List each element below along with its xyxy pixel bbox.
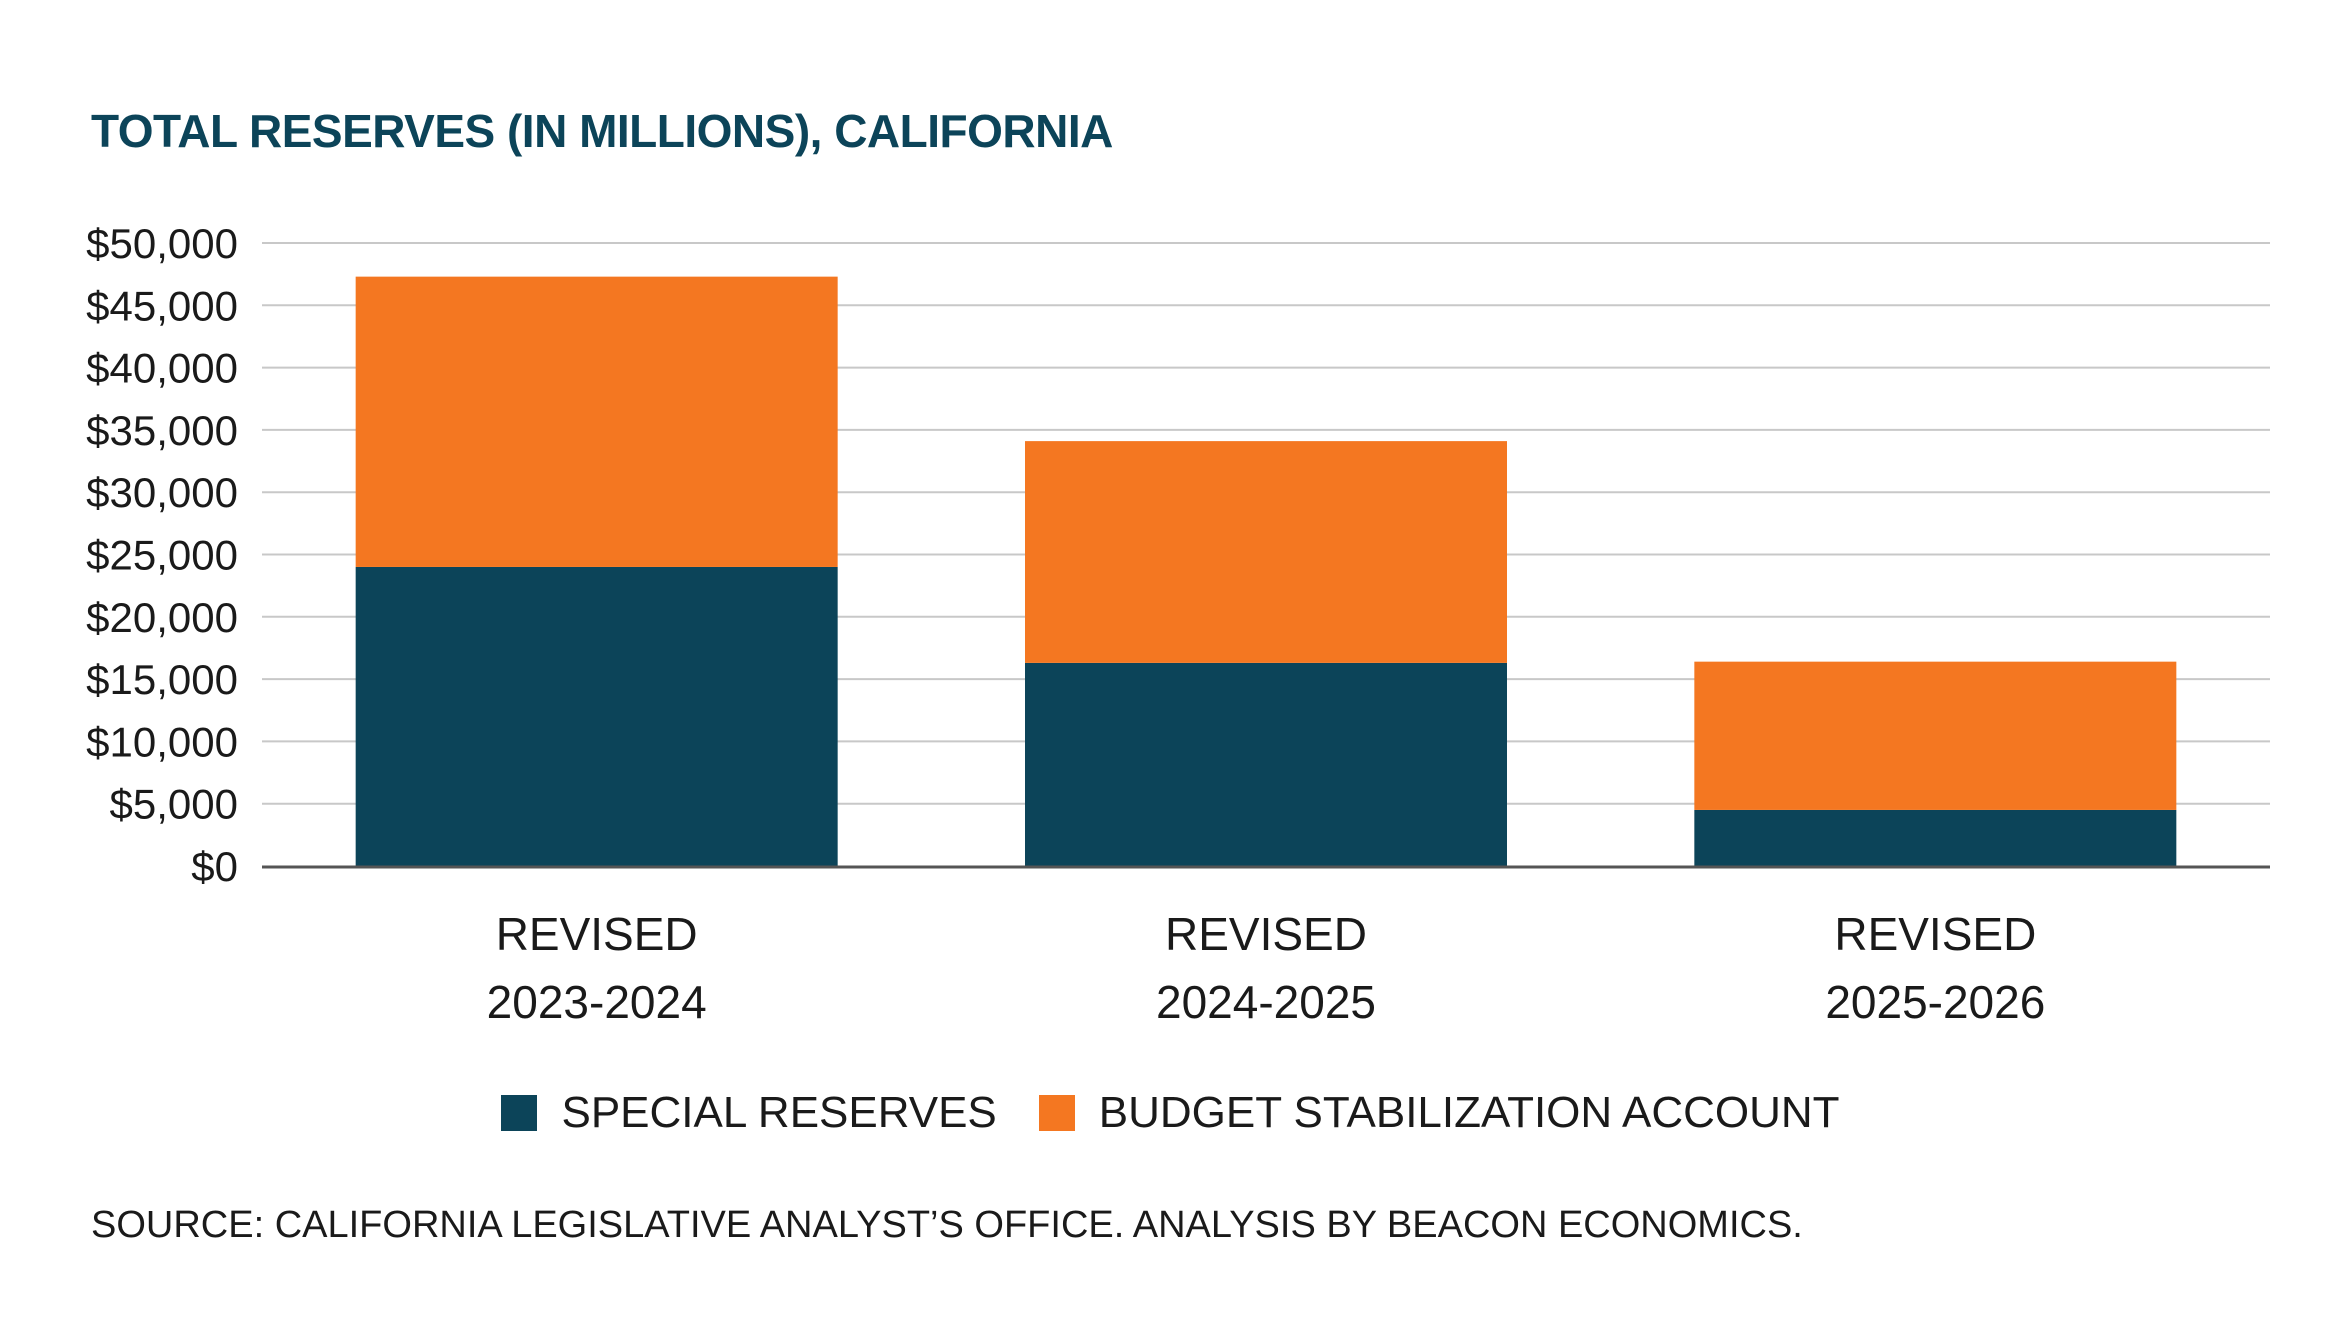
legend-swatch bbox=[1038, 1095, 1075, 1131]
y-tick-label: $15,000 bbox=[86, 656, 238, 703]
legend-item-special-reserves: SPECIAL RESERVES bbox=[501, 1088, 997, 1138]
y-tick-label: $10,000 bbox=[86, 718, 238, 765]
chart-plot: $0 $5,000 $10,000 $15,000 $20,000 $25,000 $30,… bbox=[86, 220, 2270, 1028]
x-tick-label: REVISED bbox=[1165, 908, 1367, 960]
chart-title: TOTAL RESERVES (IN MILLIONS), CALIFORNIA bbox=[91, 105, 1113, 157]
y-tick-label: $45,000 bbox=[86, 282, 238, 329]
x-tick-label: REVISED bbox=[1834, 908, 2036, 960]
y-tick-label: $20,000 bbox=[86, 594, 238, 641]
x-axis-ticks: REVISED 2023-2024 REVISED 2024-2025 REVISED 2… bbox=[487, 908, 2046, 1028]
x-tick-label: REVISED bbox=[496, 908, 698, 960]
y-tick-label: $35,000 bbox=[86, 407, 238, 454]
source-note: SOURCE: CALIFORNIA LEGISLATIVE ANALYST’S… bbox=[91, 1204, 1803, 1246]
y-tick-label: $25,000 bbox=[86, 532, 238, 579]
x-tick-label: 2025-2026 bbox=[1825, 976, 2045, 1028]
y-tick-label: $0 bbox=[191, 843, 238, 890]
bar-budget-stabilization-account bbox=[1025, 441, 1507, 663]
bar-special-reserves bbox=[1694, 809, 2177, 866]
y-axis-ticks: $0 $5,000 $10,000 $15,000 $20,000 $25,000 $30,… bbox=[86, 220, 238, 890]
bar-budget-stabilization-account bbox=[355, 276, 838, 567]
bar-special-reserves bbox=[1025, 662, 1507, 866]
legend-label: BUDGET STABILIZATION ACCOUNT bbox=[1098, 1088, 1840, 1137]
bar-special-reserves bbox=[355, 566, 838, 866]
legend-swatch bbox=[501, 1095, 538, 1131]
bars bbox=[355, 276, 2177, 866]
y-tick-label: $50,000 bbox=[86, 220, 238, 267]
x-tick-label: 2024-2025 bbox=[1156, 976, 1376, 1028]
y-tick-label: $30,000 bbox=[86, 469, 238, 516]
bar-budget-stabilization-account bbox=[1694, 661, 2177, 810]
legend-label: SPECIAL RESERVES bbox=[561, 1088, 997, 1137]
y-tick-label: $40,000 bbox=[86, 345, 238, 392]
legend-item-budget-stabilization-account: BUDGET STABILIZATION ACCOUNT bbox=[1038, 1088, 1840, 1138]
legend: SPECIAL RESERVES BUDGET STABILIZATION AC… bbox=[0, 1088, 2341, 1138]
y-tick-label: $5,000 bbox=[110, 781, 238, 828]
x-tick-label: 2023-2024 bbox=[487, 976, 707, 1028]
